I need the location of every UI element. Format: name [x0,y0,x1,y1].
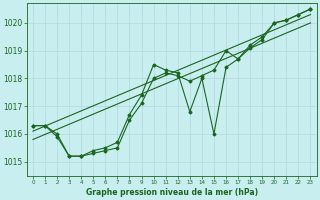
X-axis label: Graphe pression niveau de la mer (hPa): Graphe pression niveau de la mer (hPa) [86,188,258,197]
